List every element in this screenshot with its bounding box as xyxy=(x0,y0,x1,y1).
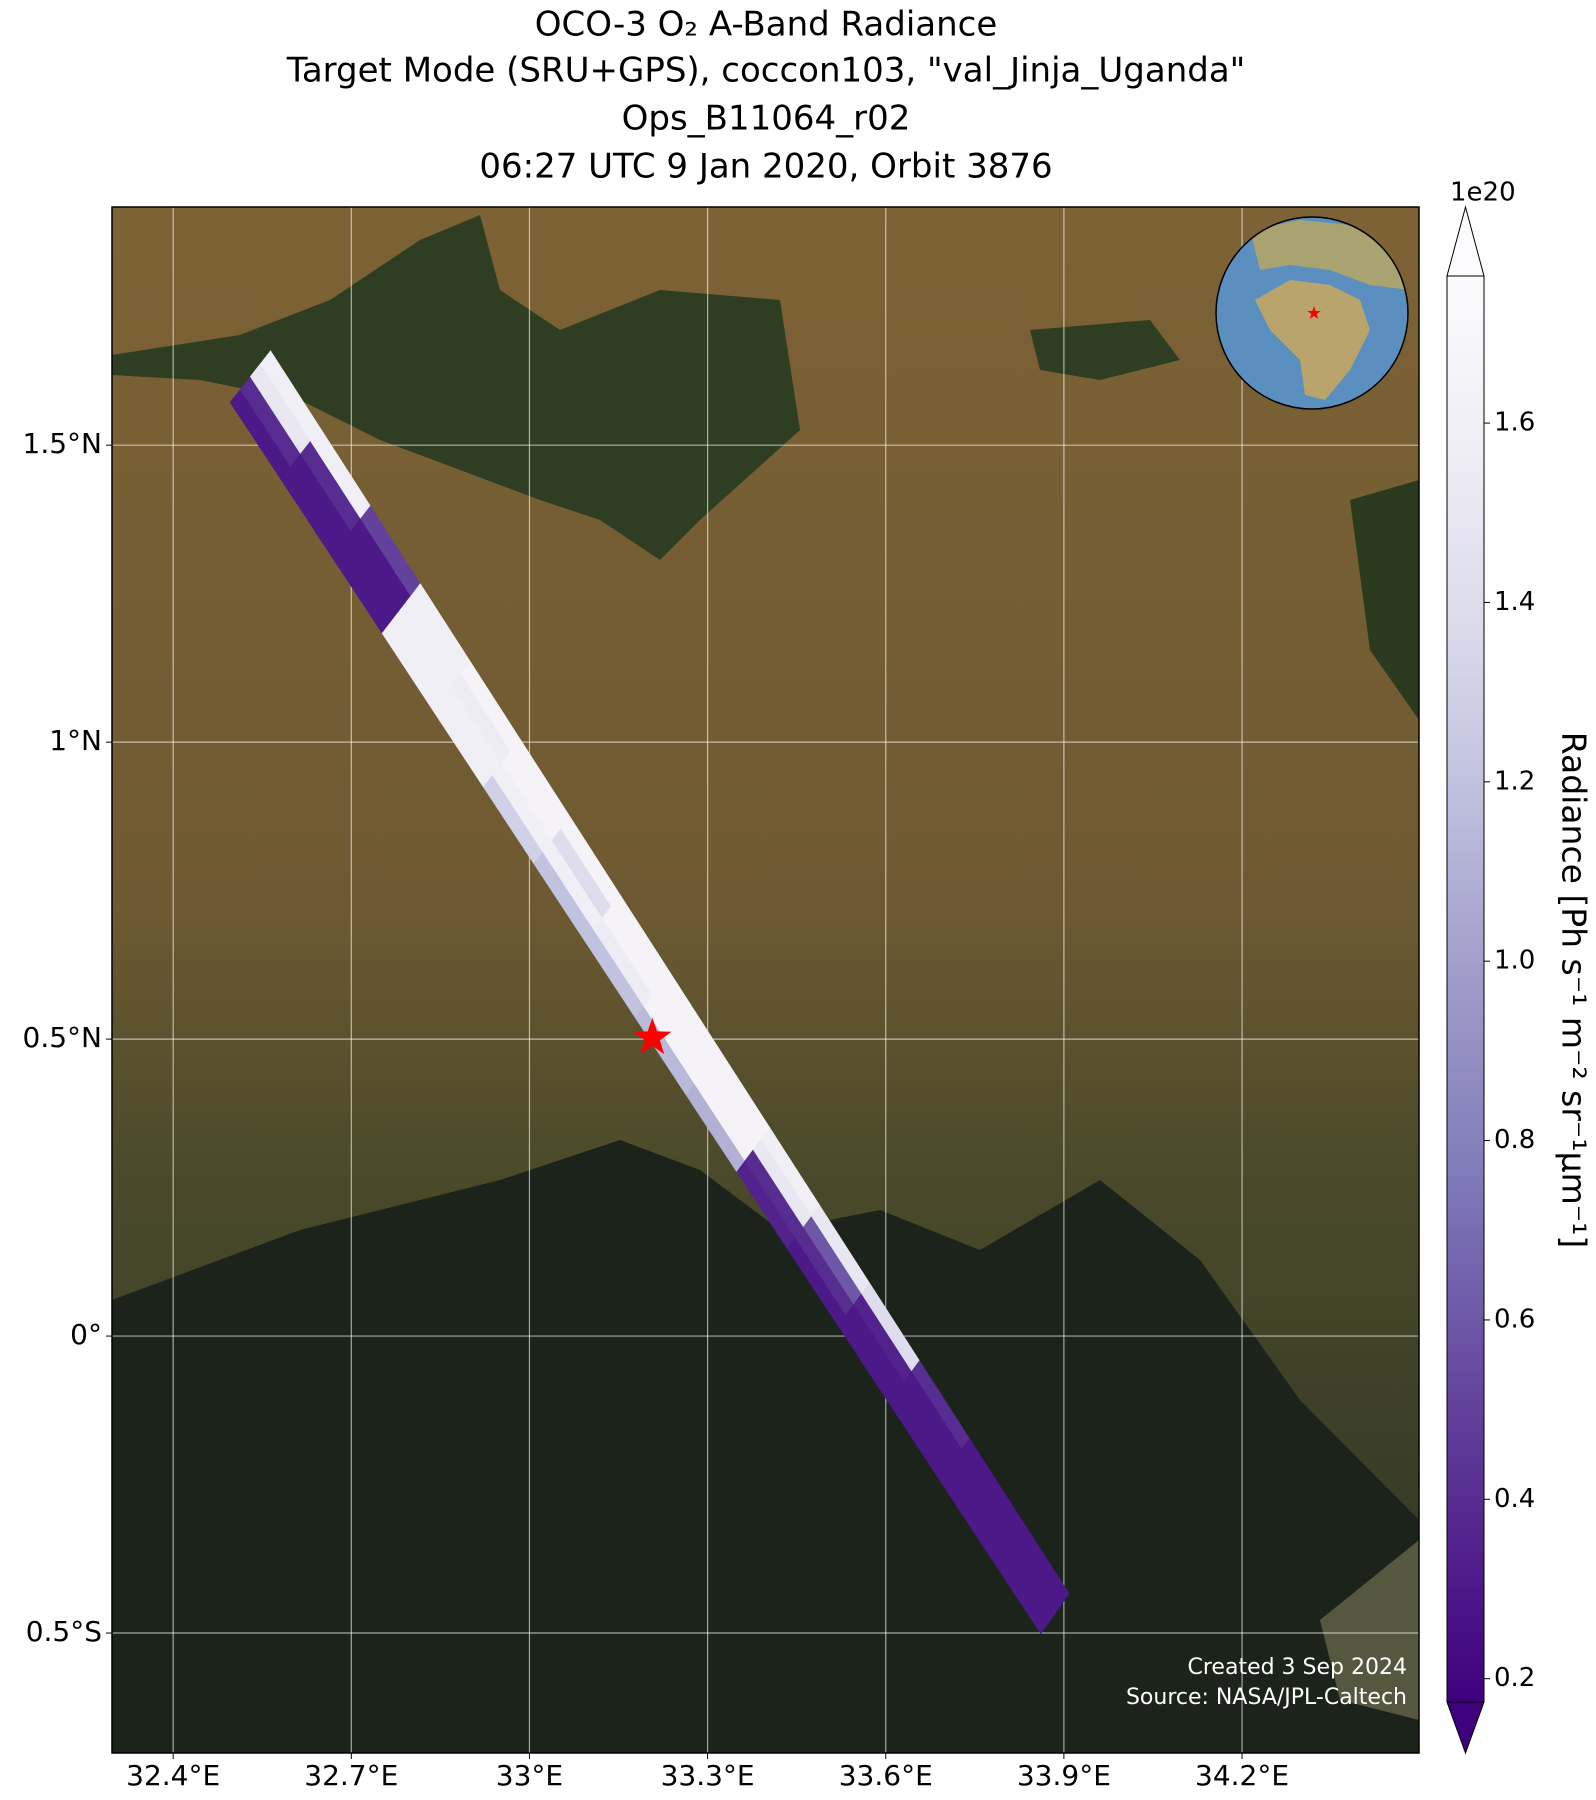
colorbar-tick-label: 1.6 xyxy=(1494,408,1535,438)
x-tick-label: 33.6°E xyxy=(839,1759,933,1792)
colorbar-tick-label: 0.4 xyxy=(1494,1484,1535,1514)
y-tick-label: 0.5°S xyxy=(26,1615,102,1648)
footer: Created 3 Sep 2024 xyxy=(1188,1655,1408,1680)
colorbar-extend-max xyxy=(1446,205,1485,277)
globe-inset: ★ xyxy=(1215,216,1409,410)
title-line: OCO-3 O₂ A-Band Radiance xyxy=(535,5,998,45)
eurasia xyxy=(1250,220,1408,290)
shore xyxy=(1320,1540,1419,1720)
ticks: 32.4°E 32.7°E 33°E 33.3°E 33.6°E 33.9°E 34.2°E… xyxy=(23,427,1290,1792)
x-tick-label: 32.4°E xyxy=(126,1759,220,1792)
africa xyxy=(1255,280,1370,400)
colorbar-tick-label: 0.2 xyxy=(1494,1663,1535,1693)
colorbar-tick-label: 0.8 xyxy=(1494,1125,1535,1155)
lake-kyoga xyxy=(112,215,800,560)
x-tick-label: 33.3°E xyxy=(661,1759,755,1792)
target-marker xyxy=(633,1017,672,1055)
colorbar-extend-min xyxy=(1446,1701,1485,1755)
colorbar-tick-label: 1.2 xyxy=(1494,766,1535,796)
colorbar: 0.2 0.4 0.6 0.8 1.0 1.2 1.4 1.6 xyxy=(1446,205,1535,1755)
colorbar-frame xyxy=(1446,275,1485,1703)
swath-cell xyxy=(1011,1515,1070,1605)
swath xyxy=(229,350,1070,1635)
x-tick-label: 33.9°E xyxy=(1017,1759,1111,1792)
x-tick-label: 34.2°E xyxy=(1195,1759,1289,1792)
globe-outline xyxy=(1215,216,1409,410)
mountain xyxy=(1350,480,1419,720)
y-tick-label: 1.5°N xyxy=(23,427,102,460)
colorbar-offset: 1e20 xyxy=(1450,178,1516,208)
y-tick-label: 0° xyxy=(70,1318,102,1351)
colorbar-tick-label: 1.0 xyxy=(1494,946,1535,976)
x-tick-label: 33°E xyxy=(496,1759,563,1792)
lake-victoria xyxy=(112,1140,1419,1753)
lake xyxy=(1030,320,1180,380)
title-line: Target Mode (SRU+GPS), coccon103, "val_J… xyxy=(286,51,1246,91)
colorbar-label: Radiance [Ph s⁻¹ m⁻² sr⁻¹µm⁻¹] xyxy=(1555,732,1594,1248)
colorbar-tick-label: 1.4 xyxy=(1494,587,1535,617)
grid xyxy=(112,207,1419,1753)
title-line: Ops_B11064_r02 xyxy=(622,99,911,139)
colorbar-tick-label: 0.6 xyxy=(1494,1304,1535,1334)
y-tick-label: 1°N xyxy=(49,724,102,757)
map-frame xyxy=(111,206,1420,1754)
y-tick-label: 0.5°N xyxy=(23,1021,102,1054)
title-block: OCO-3 O₂ A-Band Radiance Target Mode (SR… xyxy=(286,5,1246,187)
globe-target: ★ xyxy=(1306,303,1322,324)
colorbar-fill xyxy=(1447,276,1484,1702)
map-background xyxy=(112,207,1419,1753)
footer: Source: NASA/JPL-Caltech xyxy=(1126,1685,1407,1710)
x-tick-label: 32.7°E xyxy=(304,1759,398,1792)
title-line: 06:27 UTC 9 Jan 2020, Orbit 3876 xyxy=(479,147,1052,187)
